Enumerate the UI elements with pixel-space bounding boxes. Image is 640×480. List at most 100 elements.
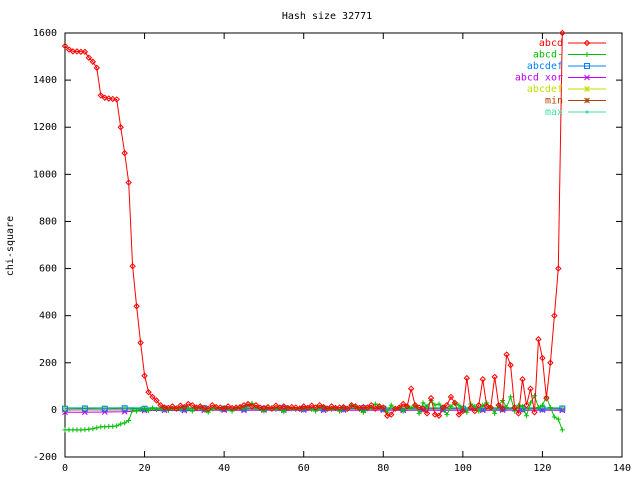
data-point	[524, 413, 530, 419]
data-point	[551, 414, 557, 420]
data-point	[467, 404, 475, 411]
data-point	[471, 407, 478, 415]
series-line	[65, 394, 563, 431]
data-point	[101, 405, 108, 412]
plot-border	[64, 32, 623, 458]
data-point	[584, 74, 590, 81]
data-point	[360, 409, 366, 415]
data-point	[451, 399, 459, 407]
data-point	[431, 411, 439, 418]
data-point	[268, 405, 276, 412]
data-point	[436, 401, 442, 407]
data-point	[224, 403, 232, 410]
data-point	[584, 97, 590, 104]
data-point	[555, 265, 562, 272]
data-point	[504, 405, 510, 411]
data-point	[205, 405, 212, 412]
data-point	[559, 29, 566, 37]
data-point	[101, 406, 108, 413]
data-point	[516, 402, 522, 408]
data-point	[62, 405, 68, 412]
data-point	[145, 389, 152, 396]
data-point	[137, 339, 144, 346]
data-point	[344, 405, 351, 412]
data-point	[212, 403, 220, 411]
data-point	[94, 425, 100, 431]
x-tick-label: 120	[533, 463, 551, 474]
legend-label: max	[545, 107, 563, 118]
data-point	[364, 404, 371, 411]
data-point	[169, 403, 176, 410]
y-tick-label: 1200	[33, 122, 57, 133]
series-1	[62, 393, 565, 433]
data-point	[292, 404, 299, 411]
chart-title: Hash size 32771	[282, 11, 372, 22]
data-point	[220, 405, 228, 412]
x-tick-label: 60	[298, 463, 310, 474]
data-point	[559, 405, 566, 412]
data-point	[82, 406, 88, 413]
data-point	[340, 403, 347, 411]
data-point	[300, 403, 307, 410]
data-point	[508, 394, 514, 400]
plot-frame	[64, 32, 623, 458]
x-tick-label: 0	[62, 463, 68, 474]
legend-label: min	[545, 96, 563, 107]
data-point	[142, 406, 148, 412]
x-tick-label: 100	[454, 463, 472, 474]
data-point	[435, 412, 443, 419]
data-point	[400, 408, 406, 414]
data-point	[584, 63, 590, 69]
data-point	[316, 401, 323, 409]
x-tick-label: 140	[613, 463, 631, 474]
legend-label: abcdef	[527, 61, 563, 72]
data-point	[264, 403, 272, 411]
data-point	[447, 393, 455, 401]
data-point	[408, 405, 414, 411]
data-point	[85, 54, 93, 61]
data-point	[519, 406, 526, 413]
data-point	[308, 402, 315, 409]
data-point	[97, 92, 105, 99]
data-point	[125, 179, 132, 186]
data-point	[388, 411, 395, 418]
series-line	[64, 32, 563, 417]
data-point	[146, 408, 152, 414]
data-point	[492, 410, 498, 416]
data-point	[93, 64, 101, 72]
data-point	[288, 403, 295, 411]
data-point	[177, 402, 184, 409]
legend-item: abcd	[539, 38, 606, 49]
legend-item: abcdef	[527, 84, 606, 95]
data-point	[121, 149, 128, 157]
data-point	[122, 420, 128, 426]
data-point	[585, 110, 589, 114]
data-point	[523, 401, 530, 409]
data-point	[372, 405, 379, 412]
data-point	[90, 426, 96, 432]
data-point	[101, 94, 108, 101]
legend-item: abcd-	[533, 50, 606, 61]
data-point	[117, 124, 124, 131]
data-point	[114, 423, 120, 429]
data-point	[62, 406, 68, 413]
data-point	[395, 404, 403, 411]
data-point	[121, 406, 128, 413]
data-point	[479, 406, 486, 413]
data-point	[475, 401, 482, 409]
data-point	[535, 405, 541, 411]
data-point	[118, 421, 124, 427]
data-point	[236, 403, 244, 411]
data-point	[181, 403, 188, 411]
data-point	[244, 400, 252, 408]
y-tick-label: 0	[51, 405, 57, 416]
data-point	[380, 404, 387, 411]
y-tick-label: 400	[39, 311, 57, 322]
data-point	[189, 408, 195, 414]
data-point	[448, 403, 454, 409]
data-point	[368, 401, 375, 409]
legend-item: abcdef	[527, 61, 606, 72]
data-point	[138, 406, 144, 412]
